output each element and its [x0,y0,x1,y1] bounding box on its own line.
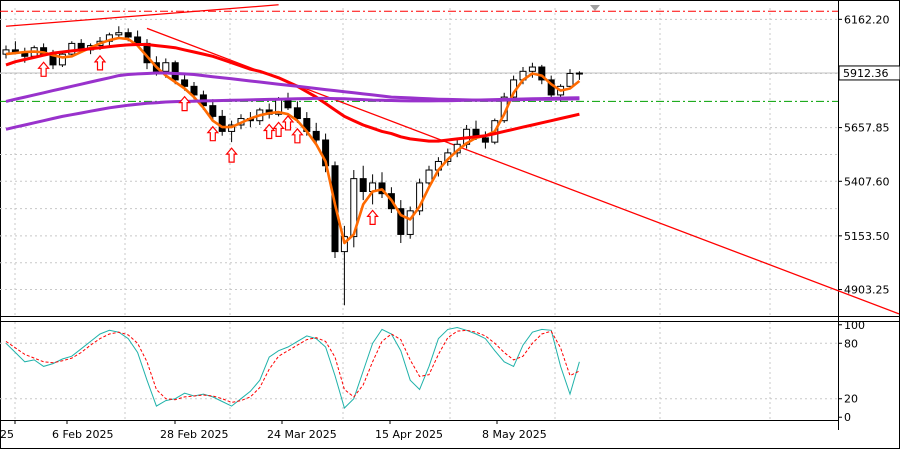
x-tick-label: 15 Apr 2025 [375,428,443,441]
up-arrow-icon [262,123,276,140]
candle-body [190,85,198,96]
candle-body [425,169,433,184]
candle [566,69,574,89]
trendline [5,4,279,27]
candle-body [181,79,189,87]
candle [209,99,217,121]
candle [2,45,10,59]
up-arrow-icon [178,95,191,112]
candle [378,172,386,198]
y-tick-label: 6162.20 [844,13,890,26]
candle-body [218,115,226,132]
candle-body [359,178,367,193]
up-arrow-icon [206,125,220,142]
candle [68,41,76,57]
up-arrow-icon [291,127,304,144]
candle-body [575,72,583,75]
candle-body [58,53,66,66]
up-arrow-icon [366,209,379,225]
candle-body [528,66,536,72]
candle [265,103,273,119]
moving-average-line [5,43,580,143]
moving-average-line [5,71,580,103]
y-tick-label: 5153.50 [844,230,890,243]
candle [369,174,377,205]
candle [58,52,66,68]
candle-body [538,66,546,81]
y-tick-label: 4903.25 [844,284,890,297]
up-arrow-icon [272,121,285,137]
x-tick-label: 24 Mar 2025 [267,428,337,441]
candle-body [134,36,142,44]
candle-body [124,32,132,38]
candle [528,62,536,78]
y-tick-label: 5407.60 [844,175,890,188]
candle-body [68,42,76,55]
up-arrow-icon [225,147,238,163]
candle-body [406,210,414,235]
x-tick-label: 25 [0,428,14,441]
oscillator-line [5,329,580,403]
candle [312,122,320,145]
up-arrow-icon [93,54,107,71]
candle [575,71,583,80]
osc-y-tick-label: 0 [844,411,851,424]
current-price-label: 5912.36 [843,67,889,80]
candle-body [397,208,405,235]
candle-body [115,32,123,36]
x-tick-label: 6 Feb 2025 [52,428,113,441]
x-tick-label: 8 May 2025 [482,428,547,441]
candle [425,165,433,188]
candle-body [312,130,320,141]
moving-average-line [5,96,580,131]
current-price-box [838,65,900,81]
x-tick-label: 28 Feb 2025 [160,428,228,441]
candle-body [171,62,179,81]
oscillator-line [5,326,580,409]
candle-body [293,107,301,120]
candle [218,109,226,136]
candle [547,75,555,100]
candle [406,206,414,239]
y-tick-label: 5657.85 [844,122,890,135]
osc-y-tick-label: 80 [844,337,858,350]
candle [397,200,405,244]
osc-y-tick-label: 100 [844,319,865,332]
up-arrow-icon [37,61,50,77]
candle-body [2,49,10,55]
candle-body [481,137,489,143]
candle-body [566,72,574,87]
up-arrow-icon [281,115,295,131]
candle [284,92,292,110]
osc-y-tick-label: 20 [844,393,858,406]
candle-body [162,62,170,72]
candle [416,178,424,216]
candle-body [416,182,424,212]
candle-body [350,178,358,238]
candle-body [209,105,217,117]
candle [359,165,367,201]
shift-marker-icon [590,5,600,11]
